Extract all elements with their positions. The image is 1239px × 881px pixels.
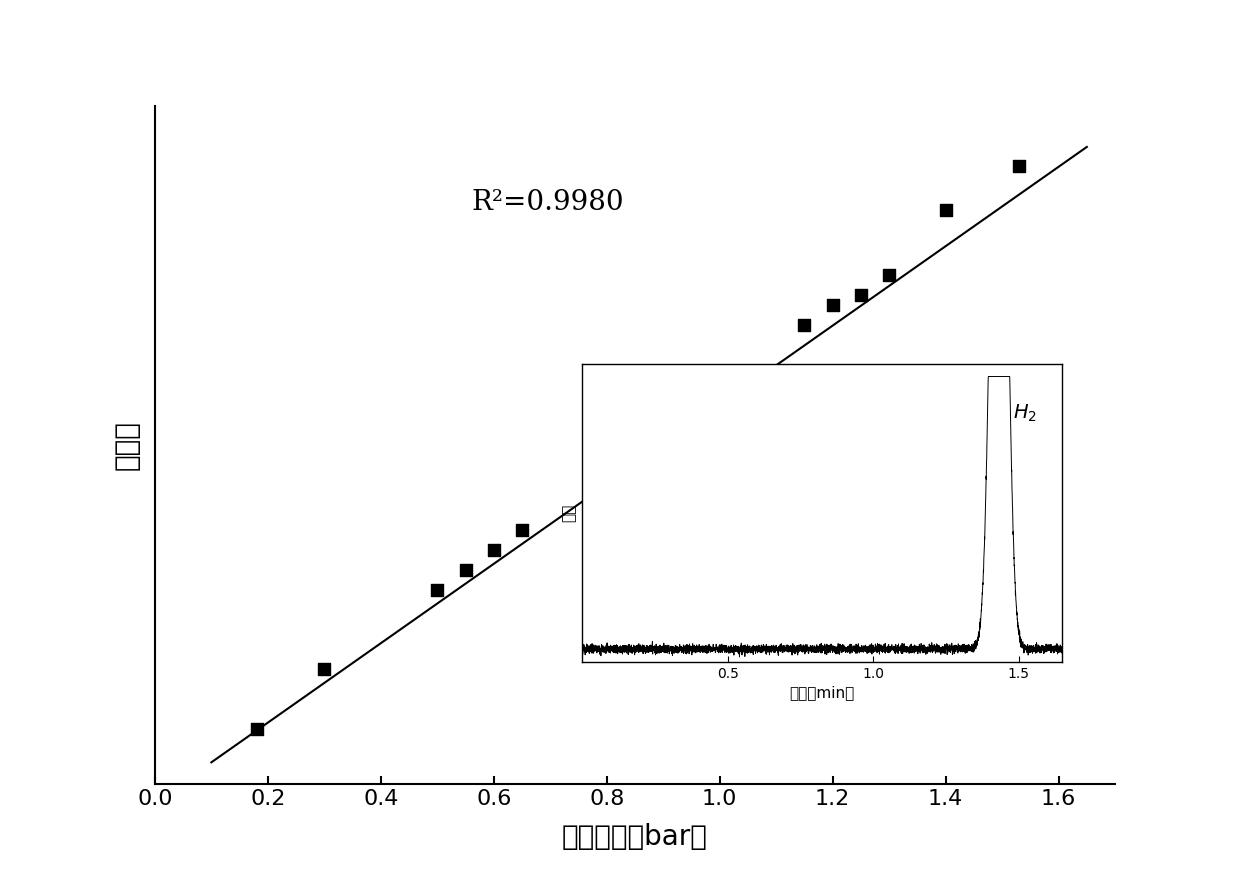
- Point: [823, 298, 843, 312]
- Text: $H_2$: $H_2$: [1012, 403, 1037, 424]
- Y-axis label: 响应: 响应: [561, 504, 576, 522]
- Point: [851, 288, 871, 302]
- Point: [597, 463, 617, 477]
- Point: [315, 663, 335, 677]
- Point: [710, 383, 730, 397]
- Point: [456, 563, 476, 577]
- Point: [247, 722, 266, 737]
- Point: [427, 582, 447, 596]
- Y-axis label: 注入量: 注入量: [113, 420, 141, 470]
- Point: [1010, 159, 1030, 173]
- Point: [484, 543, 504, 557]
- X-axis label: 样品压力（bar）: 样品压力（bar）: [563, 823, 707, 851]
- Point: [935, 204, 955, 218]
- Point: [512, 522, 532, 537]
- X-axis label: 时间（min）: 时间（min）: [789, 685, 855, 700]
- Text: R²=0.9980: R²=0.9980: [471, 189, 623, 217]
- Point: [880, 268, 900, 282]
- Point: [794, 318, 814, 332]
